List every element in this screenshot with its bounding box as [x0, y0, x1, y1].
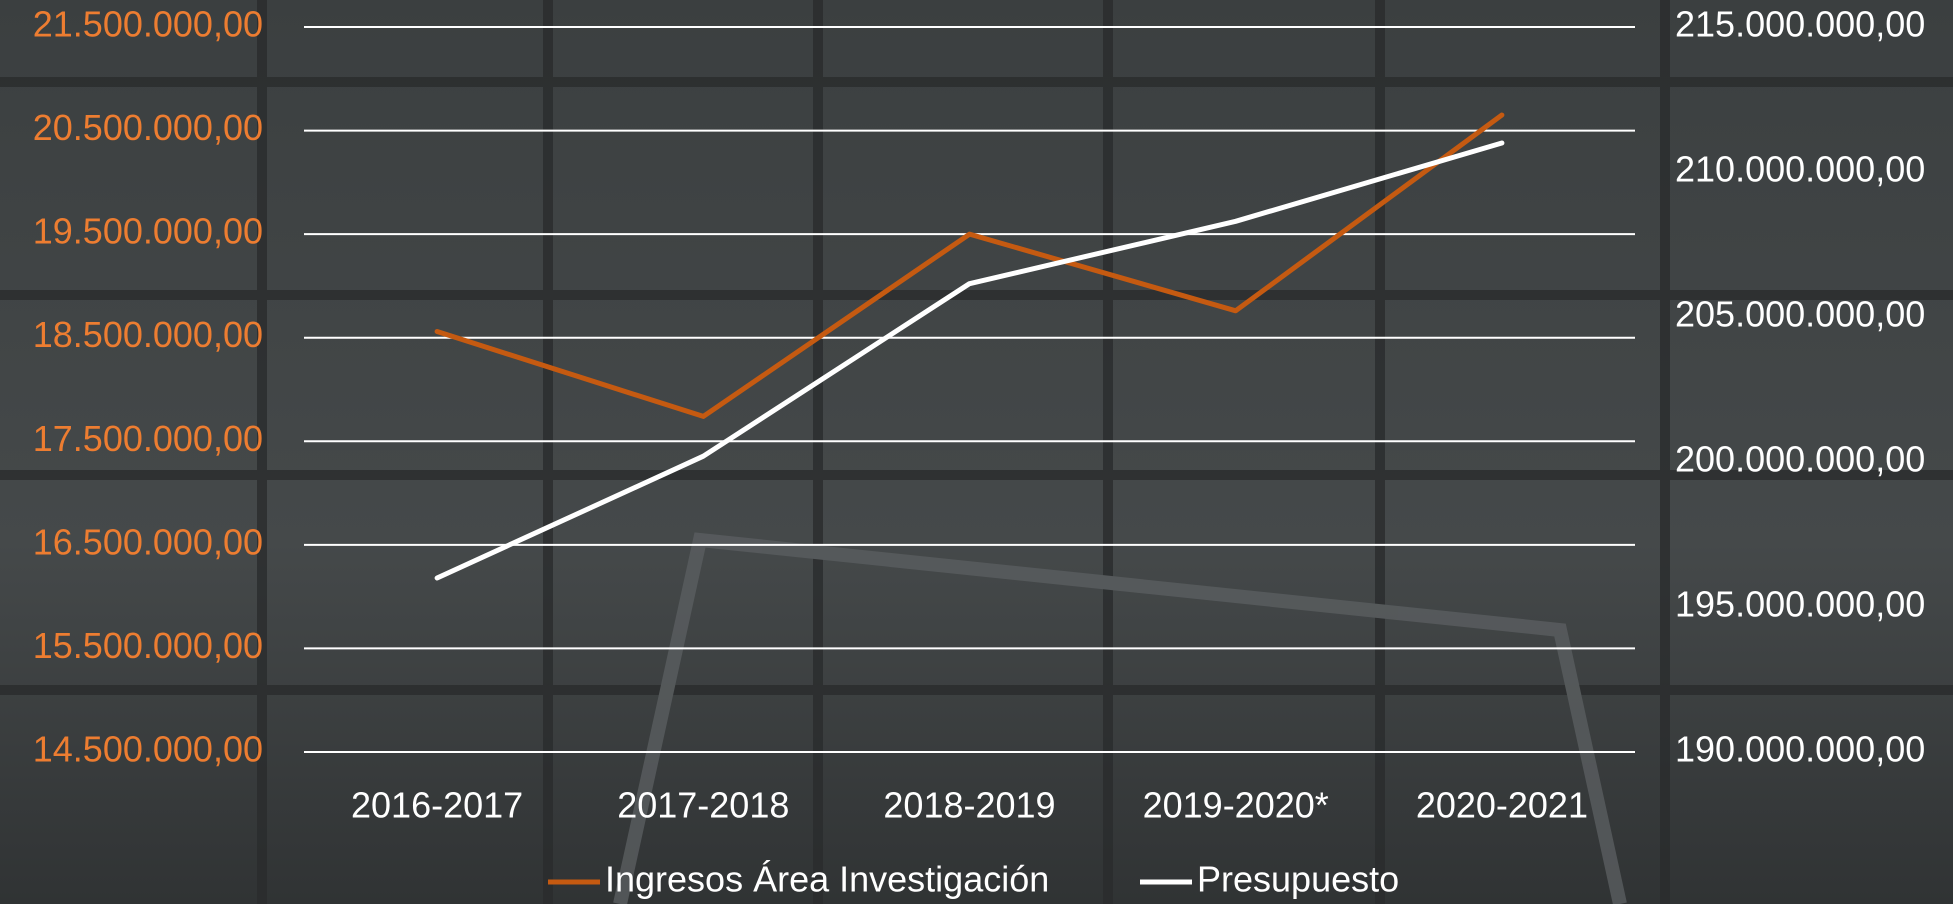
y-tick-label: 17.500.000,00: [33, 418, 263, 459]
x-tick-label: 2017-2018: [617, 785, 789, 826]
y2-tick-label: 200.000.000,00: [1675, 439, 1925, 480]
y-tick-label: 15.500.000,00: [33, 625, 263, 666]
y-tick-label: 14.500.000,00: [33, 729, 263, 770]
y-tick-label: 16.500.000,00: [33, 521, 263, 562]
y2-tick-label: 190.000.000,00: [1675, 729, 1925, 770]
y2-tick-label: 195.000.000,00: [1675, 584, 1925, 625]
y2-tick-label: 205.000.000,00: [1675, 294, 1925, 335]
y-tick-label: 21.500.000,00: [33, 4, 263, 45]
y-tick-label: 18.500.000,00: [33, 314, 263, 355]
legend-label: Ingresos Área Investigación: [605, 859, 1049, 900]
y2-tick-label: 210.000.000,00: [1675, 149, 1925, 190]
x-tick-label: 2019-2020*: [1143, 785, 1329, 826]
x-tick-label: 2016-2017: [351, 785, 523, 826]
x-tick-label: 2018-2019: [883, 785, 1055, 826]
x-tick-label: 2020-2021: [1416, 785, 1588, 826]
chart: 14.500.000,00 15.500.000,00 16.500.000,00 1…: [0, 0, 1953, 904]
y2-tick-label: 215.000.000,00: [1675, 4, 1925, 45]
y-tick-label: 20.500.000,00: [33, 107, 263, 148]
legend-label: Presupuesto: [1197, 859, 1399, 900]
y-tick-label: 19.500.000,00: [33, 211, 263, 252]
